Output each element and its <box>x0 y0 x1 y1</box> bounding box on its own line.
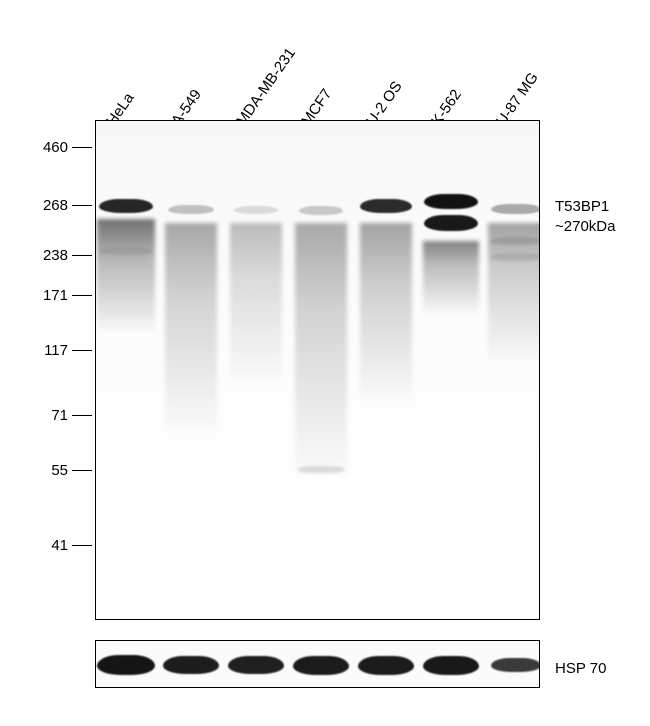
faint-band <box>490 237 540 245</box>
western-blot-figure: HeLaA-549MDA-MB-231MCF7U-2 OSK-562U-87 M… <box>0 0 650 726</box>
loading-control-panel <box>95 640 540 688</box>
target-band <box>424 215 478 231</box>
loading-control-band <box>293 656 349 675</box>
loading-control-band <box>228 656 284 674</box>
loading-control-band <box>163 656 219 674</box>
target-band <box>424 194 478 209</box>
lane-labels-group: HeLaA-549MDA-MB-231MCF7U-2 OSK-562U-87 M… <box>0 0 650 120</box>
mw-marker-tick <box>72 545 92 546</box>
mw-marker-label: 41 <box>28 537 68 554</box>
blot-smear <box>295 223 347 476</box>
blot-smear <box>423 241 479 313</box>
mw-marker-tick <box>72 295 92 296</box>
target-band <box>299 206 343 215</box>
loading-control-band <box>97 655 155 675</box>
mw-marker-label: 71 <box>28 407 68 424</box>
faint-band <box>99 247 153 255</box>
mw-marker-label: 268 <box>28 197 68 214</box>
mw-marker-tick <box>72 415 92 416</box>
mw-marker-tick <box>72 470 92 471</box>
mw-marker-label: 55 <box>28 462 68 479</box>
right-annotation: HSP 70 <box>555 660 606 677</box>
lane-label: MDA-MB-231 <box>233 45 299 129</box>
right-annotation: T53BP1 <box>555 198 609 215</box>
mw-marker-label: 460 <box>28 139 68 156</box>
blot-smear <box>97 219 155 331</box>
mw-marker-tick <box>72 147 92 148</box>
faint-band <box>297 466 345 473</box>
mw-marker-label: 238 <box>28 247 68 264</box>
mw-marker-label: 117 <box>28 342 68 359</box>
main-blot-panel <box>95 120 540 620</box>
right-annotation: ~270kDa <box>555 218 615 235</box>
target-band <box>491 204 540 214</box>
loading-control-band <box>358 656 414 675</box>
blot-smear <box>165 223 217 431</box>
blot-smear <box>360 223 412 401</box>
mw-marker-tick <box>72 255 92 256</box>
loading-control-band <box>423 656 479 675</box>
target-band <box>99 199 153 213</box>
target-band <box>360 199 412 213</box>
target-band <box>168 205 214 214</box>
blot-smear <box>230 223 282 381</box>
mw-marker-tick <box>72 350 92 351</box>
target-band <box>234 206 278 214</box>
mw-marker-tick <box>72 205 92 206</box>
loading-control-band <box>491 658 540 672</box>
mw-marker-label: 171 <box>28 287 68 304</box>
faint-band <box>490 253 540 261</box>
